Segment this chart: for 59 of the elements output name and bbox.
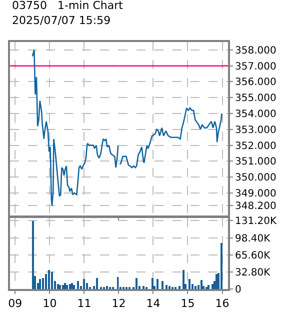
bar [51, 272, 53, 289]
x-tick-label: 09 [8, 297, 22, 310]
bar [39, 279, 41, 289]
bar [162, 281, 164, 289]
bar [59, 285, 61, 289]
y-tick-label: 354.000 [235, 109, 276, 120]
bar [178, 286, 181, 289]
bar [156, 279, 159, 289]
bar [182, 270, 185, 289]
y-tick-label: 352.000 [235, 140, 276, 152]
bar [86, 283, 88, 289]
bar [73, 285, 75, 289]
y-tick-label: 357.000 [235, 61, 276, 72]
bar [166, 285, 168, 289]
y-tick-label: 350.000 [235, 172, 276, 184]
x-tick-label: 10 [42, 297, 57, 310]
chart-subtitle: 2025/07/07 15:59 [12, 14, 111, 27]
bar [208, 285, 210, 289]
chart-title: 03750 1-min Chart [12, 0, 124, 12]
x-tick-label: 14 [146, 297, 160, 310]
y-tick-label: 351.000 [235, 156, 276, 168]
bar [212, 284, 214, 289]
bar [66, 285, 68, 289]
bar [168, 286, 171, 289]
bar [77, 281, 79, 289]
y-tick-label: 32.80K [235, 267, 271, 278]
bar [48, 270, 50, 289]
bar [96, 278, 98, 289]
bar [69, 284, 71, 289]
y-tick-label: 98.40K [235, 233, 271, 244]
bar [220, 243, 223, 289]
y-tick-label: 65.60K [235, 250, 271, 262]
bar [32, 221, 34, 289]
bar [142, 286, 145, 289]
x-tick-label: 16 [215, 297, 230, 310]
bar [45, 274, 47, 289]
y-tick-label: 0 [235, 284, 242, 296]
bar [152, 278, 154, 289]
bar [42, 278, 44, 289]
bar [62, 285, 64, 289]
y-tick-label: 358.000 [235, 45, 276, 56]
y-tick-label: 131.20K [235, 216, 277, 228]
bar [216, 274, 218, 289]
bar [194, 286, 197, 289]
line-series [119, 107, 222, 168]
y-tick-label: 356.000 [235, 77, 276, 88]
bar [83, 279, 85, 289]
bar [57, 284, 59, 289]
x-tick-label: 15 [180, 297, 195, 310]
y-tick-label: 355.000 [235, 93, 276, 104]
bar [188, 279, 191, 289]
x-tick-label: 11 [77, 297, 92, 310]
bar [200, 280, 203, 289]
bar [136, 278, 138, 289]
y-tick-label: 349.000 [235, 188, 276, 200]
bar [106, 286, 108, 289]
y-tick-label: 348.200 [235, 201, 276, 212]
y-tick-label: 353.000 [235, 124, 276, 136]
x-tick-label: 12 [112, 297, 126, 310]
